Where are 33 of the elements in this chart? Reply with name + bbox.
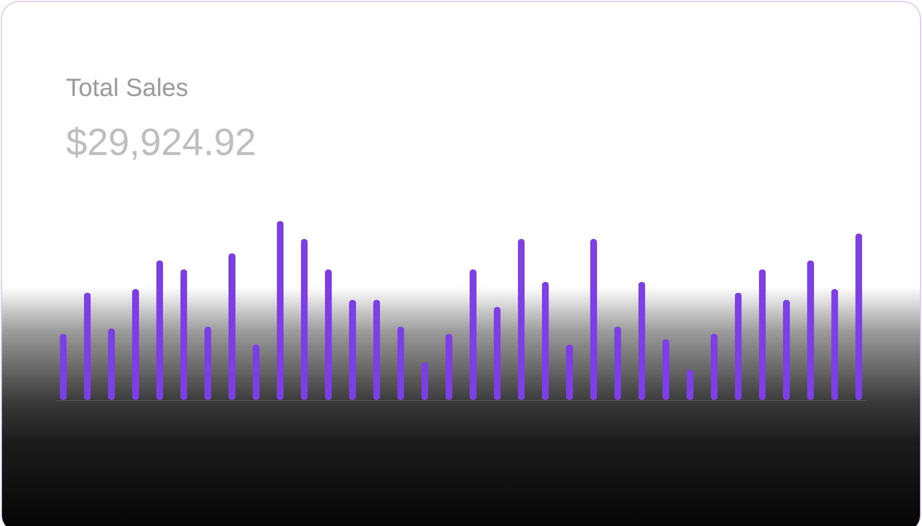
bar	[84, 292, 91, 400]
bar	[349, 300, 356, 400]
bar	[60, 334, 67, 400]
bar	[108, 328, 115, 400]
bar	[782, 300, 790, 400]
bar	[228, 253, 236, 400]
bar	[807, 260, 814, 400]
bar	[855, 234, 862, 400]
chart-subtitle: $29,924.92	[66, 122, 256, 164]
bar	[662, 339, 670, 400]
bar	[614, 326, 622, 400]
bar	[518, 238, 525, 400]
bar	[252, 344, 260, 400]
bar	[445, 334, 452, 400]
bar	[710, 334, 718, 400]
bar	[324, 269, 332, 400]
bar	[590, 238, 598, 400]
bar	[373, 300, 380, 400]
bar	[156, 260, 164, 400]
bar	[734, 292, 742, 400]
bar	[494, 306, 501, 400]
chart-title: Total Sales	[66, 74, 188, 102]
bar	[638, 282, 646, 400]
bar	[204, 326, 212, 400]
bar	[542, 282, 549, 400]
bar	[180, 269, 188, 400]
bar	[300, 238, 308, 400]
bar	[758, 269, 766, 400]
bar	[276, 221, 284, 400]
bar	[397, 326, 404, 400]
bar	[470, 269, 477, 400]
bar	[831, 289, 838, 400]
bar	[132, 289, 140, 400]
